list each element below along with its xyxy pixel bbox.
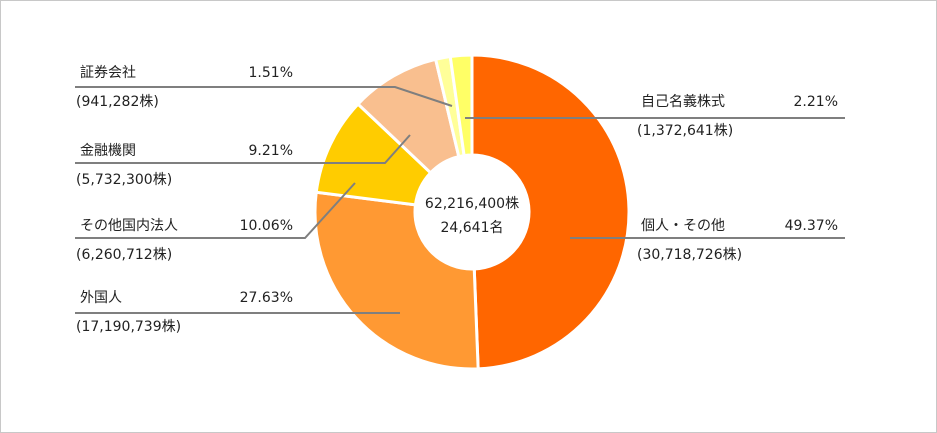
category-label: 金融機関 — [80, 143, 136, 159]
leader-line — [75, 182, 356, 239]
share-label: (941,282株) — [76, 94, 159, 110]
donut — [313, 53, 631, 371]
labels: 個人・その他 49.37% (30,718,726株) 外国人 27.63% (17,19… — [75, 65, 845, 335]
category-label: 自己名義株式 — [641, 93, 725, 110]
slice — [448, 53, 474, 158]
leader-line — [75, 86, 453, 107]
percent-label: 27.63% — [240, 290, 293, 306]
share-label: (17,190,739株) — [76, 319, 181, 335]
center-label: 24,641名 — [441, 220, 504, 236]
share-label: (5,732,300株) — [76, 172, 172, 188]
percent-label: 49.37% — [785, 218, 838, 234]
leader-line — [75, 134, 411, 164]
share-label: (6,260,712株) — [76, 247, 172, 263]
percent-label: 10.06% — [240, 218, 293, 234]
category-label: 外国人 — [80, 290, 122, 306]
percent-label: 2.21% — [794, 94, 838, 110]
percent-label: 9.21% — [249, 143, 293, 159]
center-label: 62,216,400株 — [425, 196, 519, 212]
slice — [470, 53, 631, 371]
percent-label: 1.51% — [249, 65, 293, 81]
share-label: (1,372,641株) — [637, 123, 733, 139]
share-label: (30,718,726株) — [637, 247, 742, 263]
category-label: 個人・その他 — [641, 218, 725, 234]
category-label: 証券会社 — [80, 65, 136, 81]
category-label: その他国内法人 — [80, 218, 178, 234]
